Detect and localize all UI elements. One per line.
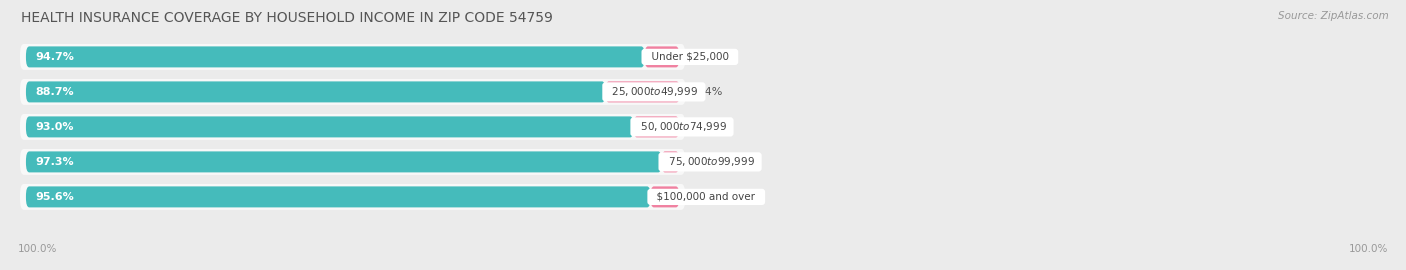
Text: $25,000 to $49,999: $25,000 to $49,999 (606, 85, 703, 98)
FancyBboxPatch shape (25, 46, 644, 68)
FancyBboxPatch shape (662, 151, 679, 173)
FancyBboxPatch shape (25, 116, 634, 137)
Text: 94.7%: 94.7% (35, 52, 75, 62)
FancyBboxPatch shape (25, 81, 606, 102)
FancyBboxPatch shape (644, 46, 679, 68)
FancyBboxPatch shape (20, 184, 685, 210)
Text: Source: ZipAtlas.com: Source: ZipAtlas.com (1278, 11, 1389, 21)
FancyBboxPatch shape (606, 81, 681, 102)
Text: 5.3%: 5.3% (688, 52, 716, 62)
FancyBboxPatch shape (20, 79, 686, 105)
Text: 95.6%: 95.6% (35, 192, 75, 202)
FancyBboxPatch shape (25, 186, 651, 207)
Text: 7.0%: 7.0% (688, 122, 716, 132)
Text: $50,000 to $74,999: $50,000 to $74,999 (634, 120, 731, 133)
Text: 97.3%: 97.3% (35, 157, 75, 167)
Text: $75,000 to $99,999: $75,000 to $99,999 (662, 156, 759, 168)
Text: 11.4%: 11.4% (688, 87, 724, 97)
Text: 93.0%: 93.0% (35, 122, 75, 132)
Text: 2.7%: 2.7% (688, 157, 716, 167)
FancyBboxPatch shape (20, 44, 685, 70)
FancyBboxPatch shape (20, 114, 685, 140)
FancyBboxPatch shape (651, 186, 679, 207)
Text: 88.7%: 88.7% (35, 87, 75, 97)
Text: HEALTH INSURANCE COVERAGE BY HOUSEHOLD INCOME IN ZIP CODE 54759: HEALTH INSURANCE COVERAGE BY HOUSEHOLD I… (21, 11, 553, 25)
Text: 100.0%: 100.0% (18, 244, 58, 254)
FancyBboxPatch shape (634, 116, 679, 137)
FancyBboxPatch shape (20, 149, 685, 175)
Text: Under $25,000: Under $25,000 (644, 52, 735, 62)
Text: $100,000 and over: $100,000 and over (651, 192, 762, 202)
Text: 100.0%: 100.0% (1348, 244, 1388, 254)
Text: 4.4%: 4.4% (688, 192, 716, 202)
FancyBboxPatch shape (25, 151, 662, 173)
